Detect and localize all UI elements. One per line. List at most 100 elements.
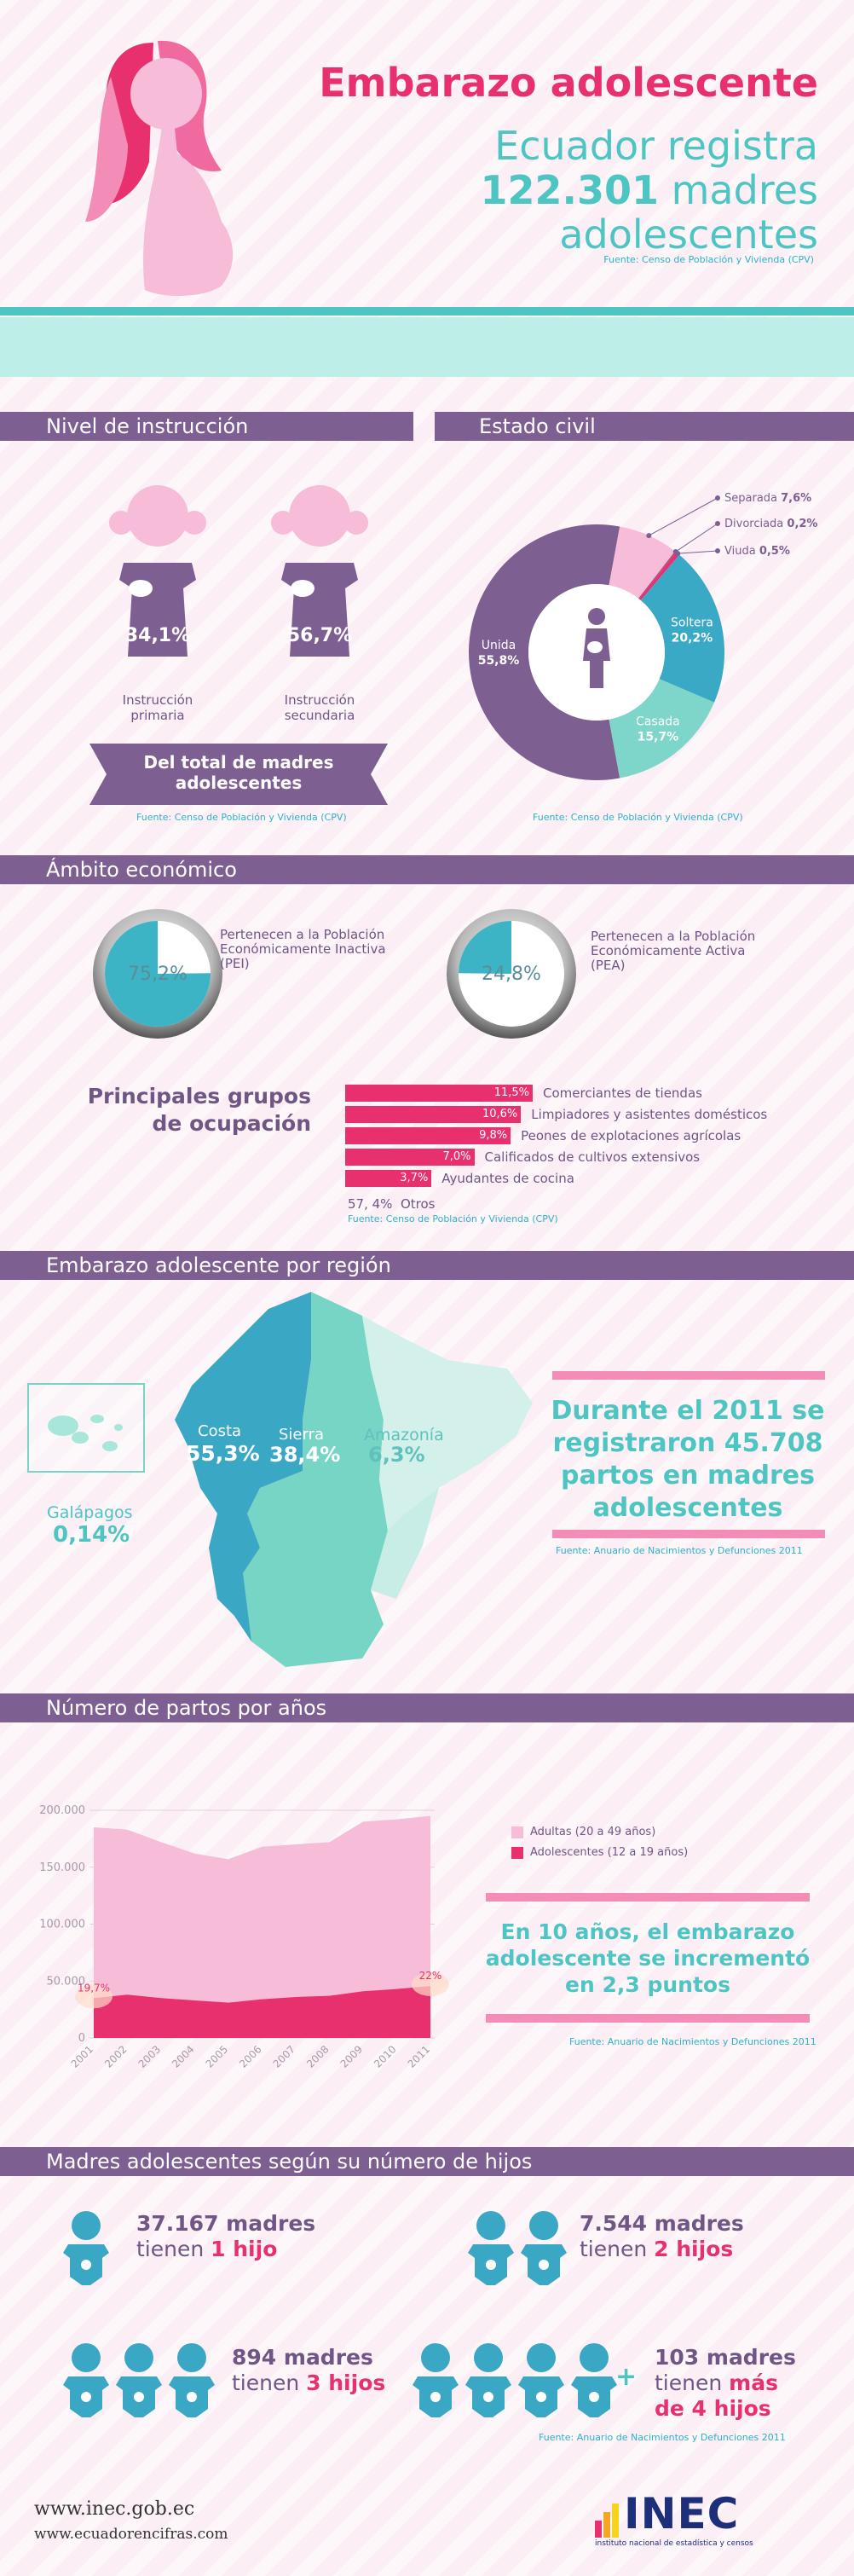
children-two-text: 7.544 madres tienen 2 hijos: [580, 2211, 744, 2261]
logo-bar-2: [603, 2512, 610, 2538]
donut-leader-line: [649, 497, 718, 536]
x-tick-label: 2005: [204, 2043, 230, 2069]
footer-url-2[interactable]: www.ecuadorencifras.com: [34, 2526, 228, 2543]
region-source: Fuente: Anuario de Nacimientos y Defunci…: [556, 1545, 803, 1556]
births-area-chart: 0 50.000 100.000 150.000 200.000 2001 2002 200…: [39, 1804, 449, 2070]
children-three-text: 894 madres tienen 3 hijos: [232, 2345, 386, 2395]
x-tick-label: 2007: [271, 2043, 297, 2069]
series-adolescentes-area: [94, 1985, 430, 2038]
header-source: Fuente: Censo de Población y Vivienda (C…: [603, 254, 814, 265]
primary-pct: 34,1%: [124, 625, 191, 646]
headline-line-3: adolescentes: [559, 211, 818, 258]
occupation-label: Ayudantes de cocina: [441, 1171, 574, 1186]
baby-icon: [521, 2211, 567, 2285]
donut-slice-casada: [609, 679, 715, 779]
legend-adultas-swatch: [511, 1826, 523, 1838]
pei-gauge: [93, 909, 222, 1039]
galapagos-islands: [48, 1415, 123, 1451]
instruction-banner-shape: [89, 744, 388, 805]
occupation-row: 11,5% Comerciantes de tiendas: [345, 1085, 822, 1102]
headline-line-1: Ecuador registra: [494, 123, 818, 169]
main-title: Embarazo adolescente: [319, 60, 818, 106]
occupation-bar: 11,5%: [345, 1085, 533, 1102]
secondary-pct: 56,7%: [286, 625, 353, 646]
donut-small-label: Separada 7,6%: [724, 492, 811, 505]
baby-icon: [413, 2343, 459, 2417]
map-amazonia-south: [371, 1488, 439, 1599]
pregnant-woman-illustration: [85, 40, 234, 296]
footer-url-1[interactable]: www.inec.gob.ec: [34, 2498, 195, 2520]
x-tick-label: 2011: [406, 2043, 432, 2069]
header-band: [0, 317, 854, 377]
region-highlight-rule-top: [552, 1371, 825, 1380]
logo-text: INEC: [624, 2489, 740, 2538]
economic-source: Fuente: Censo de Población y Vivienda (C…: [348, 1213, 558, 1224]
occupation-row: 10,6% Limpiadores y asistentes domésticos: [345, 1106, 822, 1123]
map-sierra: [234, 1292, 388, 1667]
occupation-label: Comerciantes de tiendas: [543, 1085, 702, 1101]
x-tick-label: 2010: [372, 2043, 398, 2069]
baby-icon: [169, 2343, 215, 2417]
headline-word: madres: [671, 167, 818, 213]
donut-label-name: Soltera: [671, 617, 713, 630]
legend-adolescentes-label: Adolescentes (12 a 19 años): [530, 1846, 689, 1859]
girl-primary-icon: [109, 485, 206, 657]
donut-leader-dot: [715, 521, 720, 526]
section-civil: Estado civil: [435, 412, 854, 441]
children-source: Fuente: Anuario de Nacimientos y Defunci…: [539, 2432, 786, 2443]
y-tick-label: 200.000: [39, 1804, 85, 1817]
section-region: Embarazo adolescente por región: [0, 1251, 854, 1280]
sierra-name: Sierra: [279, 1426, 325, 1444]
occupation-label: Peones de explotaciones agrícolas: [521, 1128, 741, 1143]
sierra-pct: 38,4%: [269, 1443, 341, 1467]
occupation-title: Principales grupos de ocupación: [87, 1084, 311, 1136]
galapagos-inset: [27, 1383, 145, 1473]
donut-label-value: 20,2%: [672, 632, 713, 645]
y-tick-label: 50.000: [47, 1975, 86, 1988]
secondary-label: Instrucción secundaria: [284, 692, 355, 723]
pei-description: Pertenecen a la Población Económicamente…: [220, 927, 386, 971]
map-amazonia: [362, 1316, 533, 1531]
section-instruction: Nivel de instrucción: [0, 412, 413, 441]
region-highlight-rule-bottom: [552, 1530, 825, 1538]
x-tick-label: 2004: [170, 2043, 196, 2069]
logo-subtitle: instituto nacional de estadística y cens…: [595, 2539, 753, 2548]
pei-gauge-fill: [105, 921, 211, 1027]
donut-leader-dot: [715, 548, 720, 553]
series-adultas-area: [94, 1815, 430, 2038]
x-tick-label: 2003: [136, 2043, 163, 2069]
births-note-rule-bottom: [486, 2014, 810, 2023]
amazonia-pct: 6,3%: [368, 1443, 425, 1467]
mother-baby-icon: [583, 608, 610, 688]
donut-leader-dot: [675, 551, 681, 557]
donut-small-label: Viuda 0,5%: [724, 545, 790, 558]
y-tick-label: 100.000: [39, 1919, 85, 1931]
headline-line-2: 122.301 madres: [324, 168, 818, 212]
baby-icon: [468, 2211, 514, 2285]
children-plus: +: [615, 2362, 638, 2392]
occupation-bar: 9,8%: [345, 1127, 511, 1144]
annotation-label: 19,7%: [78, 1982, 110, 1994]
civil-donut-chart: Unida 55,8% Separada 7,6% Divorciada 0,2% Vi…: [469, 492, 817, 780]
occupation-label: Limpiadores y asistentes domésticos: [531, 1107, 768, 1122]
headline: Ecuador registra 122.301 madres adolesce…: [324, 124, 818, 257]
map-costa: [175, 1292, 311, 1641]
costa-pct: 55,3%: [186, 1441, 260, 1466]
donut-label-name: Casada: [636, 715, 680, 729]
occupation-label: Calificados de cultivos extensivos: [484, 1149, 701, 1165]
baby-icon: [518, 2343, 564, 2417]
donut-leader-line: [678, 550, 718, 554]
baby-icon: [116, 2343, 162, 2417]
children-four-text: 103 madres tienen más de 4 hijos: [655, 2345, 796, 2421]
instruction-source: Fuente: Censo de Población y Vivienda (C…: [136, 812, 347, 823]
headline-number: 122.301: [480, 167, 659, 213]
annotation-label: 22%: [419, 1970, 442, 1982]
baby-icon: [465, 2343, 511, 2417]
children-one-text: 37.167 madres tienen 1 hijo: [136, 2211, 316, 2261]
donut-slice-soltera: [640, 554, 724, 703]
occupation-row: 9,8% Peones de explotaciones agrícolas: [345, 1127, 822, 1144]
section-children: Madres adolescentes según su número de h…: [0, 2147, 854, 2176]
occupation-bar: 10,6%: [345, 1106, 522, 1123]
donut-slice-viuda: [638, 552, 680, 601]
occupation-row: 3,7% Ayudantes de cocina: [345, 1170, 822, 1187]
